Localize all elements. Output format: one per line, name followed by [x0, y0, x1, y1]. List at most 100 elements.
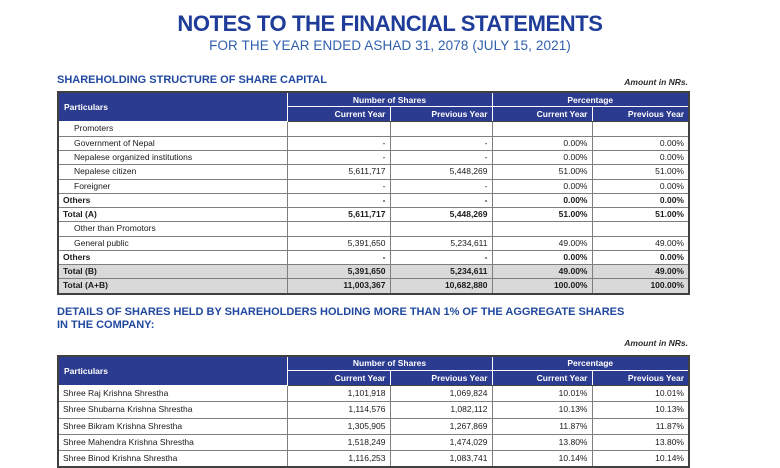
table-row: Others - -0.00% 0.00%: [57, 192, 690, 209]
row-label: Total (A+B): [57, 278, 288, 295]
row-value: 100.00%: [491, 278, 593, 295]
row-value: [389, 121, 493, 137]
table-row: General public 5,391,650 5,234,611 49.00% 49…: [57, 235, 690, 251]
table-header-row: Particulars Number of Shares Percentage: [57, 355, 690, 387]
row-value: -: [389, 149, 493, 166]
title-block: NOTES TO THE FINANCIAL STATEMENTS FOR TH…: [0, 0, 780, 53]
page-content: SHAREHOLDING STRUCTURE OF SHARE CAPITAL …: [57, 74, 690, 468]
row-value: [286, 221, 391, 237]
col-subheader: Current Year: [286, 370, 391, 387]
row-value: 1,267,869: [389, 417, 493, 435]
row-value: 5,448,269: [389, 164, 493, 180]
col-subheader: Current Year: [491, 370, 593, 387]
major-shareholders-table: Particulars Number of Shares Percentage Cur…: [57, 354, 690, 468]
row-label: Shree Bikram Krishna Shrestha: [57, 417, 288, 435]
amount-note-2: Amount in NRs.: [624, 337, 688, 348]
row-value: 0.00%: [491, 192, 593, 209]
row-value: 1,518,249: [286, 433, 391, 452]
table-row: Other than Promotors: [57, 221, 690, 237]
row-label: Promoters: [57, 121, 288, 137]
row-value: -: [286, 149, 391, 166]
row-value: -: [389, 135, 493, 152]
row-value: [491, 221, 593, 237]
row-value: 13.80%: [591, 433, 690, 452]
row-value: 5,448,269: [389, 207, 493, 223]
row-value: 1,474,029: [389, 433, 493, 452]
row-value: 10,682,880: [389, 278, 493, 295]
row-label: Other than Promotors: [57, 221, 288, 237]
table-row: Shree Mahendra Krishna Shrestha 1,518,249…: [57, 433, 690, 452]
row-value: -: [389, 178, 493, 194]
row-label: Foreigner: [57, 178, 288, 194]
row-value: 13.80%: [491, 433, 593, 452]
row-value: 51.00%: [491, 207, 593, 223]
row-value: 0.00%: [591, 249, 690, 266]
row-label: Shree Raj Krishna Shrestha: [57, 385, 288, 403]
row-value: -: [286, 178, 391, 194]
page-subtitle: FOR THE YEAR ENDED ASHAD 31, 2078 (JULY …: [209, 38, 571, 53]
row-label: Others: [57, 192, 288, 209]
row-value: -: [389, 249, 493, 266]
row-value: 1,082,112: [389, 401, 493, 419]
row-value: 0.00%: [591, 149, 690, 166]
table-row: Nepalese citizen 5,611,717 5,448,269 51.00%…: [57, 164, 690, 180]
table-row: Total (A+B) 11,003,367 10,682,880 100.00% 10…: [57, 278, 690, 295]
row-value: 11.87%: [491, 417, 593, 435]
row-value: 49.00%: [591, 235, 690, 251]
table-row: Promoters: [57, 121, 690, 137]
col-subheader: Previous Year: [591, 106, 690, 123]
col-subheader: Current Year: [286, 106, 391, 123]
table-header-row: Particulars Number of Shares Percentage: [57, 91, 690, 123]
col-group-header-percentage: Percentage: [491, 355, 690, 372]
row-value: 0.00%: [591, 178, 690, 194]
row-value: 11,003,367: [286, 278, 391, 295]
row-value: 1,305,905: [286, 417, 391, 435]
row-value: 49.00%: [491, 235, 593, 251]
row-value: 0.00%: [491, 149, 593, 166]
col-header-particulars: Particulars: [57, 91, 288, 123]
row-value: 5,234,611: [389, 235, 493, 251]
row-value: 10.01%: [591, 385, 690, 403]
shareholding-structure-table: Particulars Number of Shares Percentage Cur…: [57, 90, 690, 295]
row-value: 10.13%: [591, 401, 690, 419]
row-value: -: [286, 135, 391, 152]
table-row: Nepalese organized institutions - -0.00% 0.…: [57, 149, 690, 166]
row-value: 10.14%: [491, 450, 593, 468]
row-value: 5,391,650: [286, 235, 391, 251]
row-value: [389, 221, 493, 237]
row-value: 5,234,611: [389, 264, 493, 280]
amount-note-1: Amount in NRs.: [624, 76, 688, 87]
row-value: 49.00%: [491, 264, 593, 280]
row-value: 1,116,253: [286, 450, 391, 468]
table-row: Shree Raj Krishna Shrestha 1,101,918 1,069…: [57, 385, 690, 403]
row-value: -: [389, 192, 493, 209]
row-value: [286, 121, 391, 137]
section-shareholding-header: SHAREHOLDING STRUCTURE OF SHARE CAPITAL …: [57, 74, 688, 87]
col-subheader: Previous Year: [591, 370, 690, 387]
row-label: Shree Shubarna Krishna Shrestha: [57, 401, 288, 419]
row-value: 51.00%: [591, 164, 690, 180]
row-value: 10.01%: [491, 385, 593, 403]
row-label: Total (B): [57, 264, 288, 280]
table-row: Shree Shubarna Krishna Shrestha 1,114,576…: [57, 401, 690, 419]
row-label: Nepalese organized institutions: [57, 149, 288, 166]
col-subheader: Current Year: [491, 106, 593, 123]
row-label: Shree Binod Krishna Shrestha: [57, 450, 288, 468]
row-value: 51.00%: [591, 207, 690, 223]
table-row: Government of Nepal - -0.00% 0.00%: [57, 135, 690, 152]
row-value: 1,083,741: [389, 450, 493, 468]
row-value: [591, 221, 690, 237]
row-value: 0.00%: [491, 178, 593, 194]
row-label: Others: [57, 249, 288, 266]
table-row: Others - -0.00% 0.00%: [57, 249, 690, 266]
row-label: Shree Mahendra Krishna Shrestha: [57, 433, 288, 452]
col-subheader: Previous Year: [389, 106, 493, 123]
col-header-particulars: Particulars: [57, 355, 288, 387]
row-value: 0.00%: [491, 135, 593, 152]
section-details-header: DETAILS OF SHARES HELD BY SHAREHOLDERS H…: [57, 306, 688, 351]
row-value: 0.00%: [591, 135, 690, 152]
col-subheader: Previous Year: [389, 370, 493, 387]
table-row: Shree Binod Krishna Shrestha 1,116,253 1,0…: [57, 450, 690, 468]
col-group-header-number-of-shares: Number of Shares: [286, 355, 493, 372]
